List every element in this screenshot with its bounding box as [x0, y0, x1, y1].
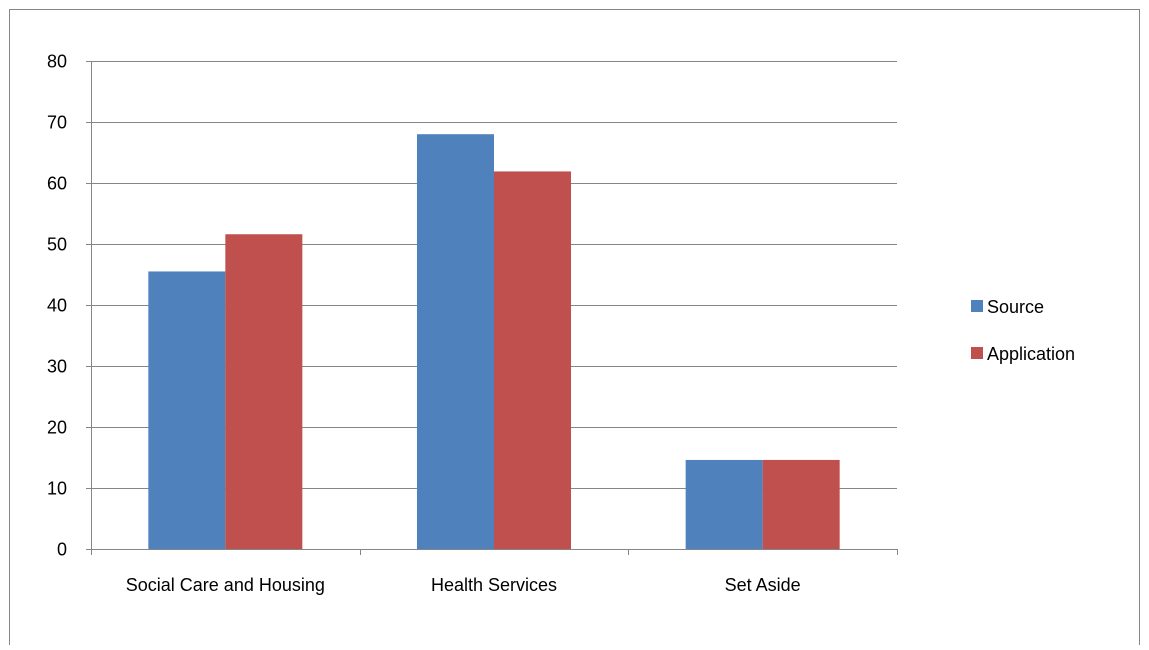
x-category-label: Social Care and Housing — [126, 575, 325, 595]
bar-source-0 — [148, 271, 226, 549]
y-tick-label: 20 — [47, 418, 67, 438]
y-tick-label: 60 — [47, 174, 67, 194]
bar-application-1 — [494, 171, 571, 549]
x-category-label: Set Aside — [725, 575, 801, 595]
bar-source-1 — [417, 134, 494, 549]
bar-source-2 — [685, 459, 763, 549]
bar-application-2 — [762, 459, 840, 549]
legend-swatch-application — [971, 347, 983, 359]
y-tick-label: 70 — [47, 113, 67, 133]
legend-swatch-source — [971, 300, 983, 312]
y-tick-label: 30 — [47, 357, 67, 377]
y-tick-label: 40 — [47, 296, 67, 316]
x-category-label: Health Services — [431, 575, 557, 595]
y-tick-label: 50 — [47, 235, 67, 255]
legend-label-application: Application — [987, 344, 1075, 364]
y-tick-label: 0 — [57, 540, 67, 560]
bar-application-0 — [225, 234, 303, 550]
y-tick-label: 10 — [47, 479, 67, 499]
chart-frame-border — [9, 9, 1140, 645]
legend-label-source: Source — [987, 297, 1044, 317]
y-tick-label: 80 — [47, 52, 67, 72]
